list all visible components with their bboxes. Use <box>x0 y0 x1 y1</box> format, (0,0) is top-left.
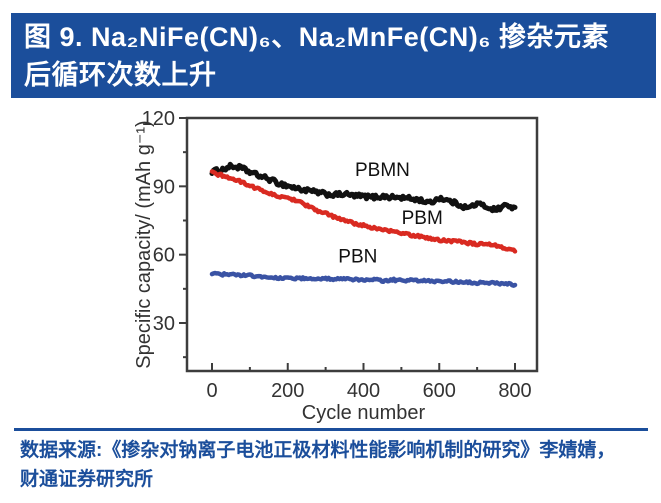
x-tick-label: 0 <box>206 380 217 402</box>
source-note-line2: 财通证券研究所 <box>20 469 154 490</box>
source-note: 数据来源:《掺杂对钠离子电池正极材料性能影响机制的研究》李婧婧， 财通证券研究所 <box>20 436 648 494</box>
y-tick-label: 60 <box>153 245 175 267</box>
figure-title-line1: 图 9. Na₂NiFe(CN)₆、Na₂MnFe(CN)₆ 掺杂元素 <box>24 22 610 52</box>
series-label-pbm: PBM <box>402 208 443 229</box>
y-tick-label: 90 <box>153 176 175 198</box>
source-note-line1: 数据来源:《掺杂对钠离子电池正极材料性能影响机制的研究》李婧婧， <box>20 440 616 461</box>
y-axis-label: Specific capacity/ (mAh g⁻¹) <box>133 120 155 368</box>
y-tick-label: 30 <box>153 313 175 335</box>
plot-frame <box>185 116 539 373</box>
figure-title-bar: 图 9. Na₂NiFe(CN)₆、Na₂MnFe(CN)₆ 掺杂元素 后循环次… <box>11 13 656 98</box>
y-tick-label: 120 <box>142 108 175 130</box>
x-tick-label: 800 <box>498 380 531 402</box>
x-tick-label: 400 <box>347 380 380 402</box>
cycle-capacity-chart: 30 60 90 120 0 200 400 600 800 Cycle number Specif… <box>130 100 590 425</box>
figure-title-line2: 后循环次数上升 <box>24 60 217 90</box>
chart-canvas: 30 60 90 120 0 200 400 600 800 Cycle number Specif… <box>133 108 539 424</box>
series-line-pbmn <box>209 161 518 214</box>
x-axis-label: Cycle number <box>302 402 426 424</box>
series-line-pbn <box>209 270 518 288</box>
series-line-pbm <box>209 169 518 254</box>
series-label-pbmn: PBMN <box>355 160 410 181</box>
x-tick-label: 600 <box>423 380 456 402</box>
separator-line <box>14 428 648 431</box>
series-label-pbn: PBN <box>338 247 377 268</box>
x-tick-label: 200 <box>271 380 304 402</box>
